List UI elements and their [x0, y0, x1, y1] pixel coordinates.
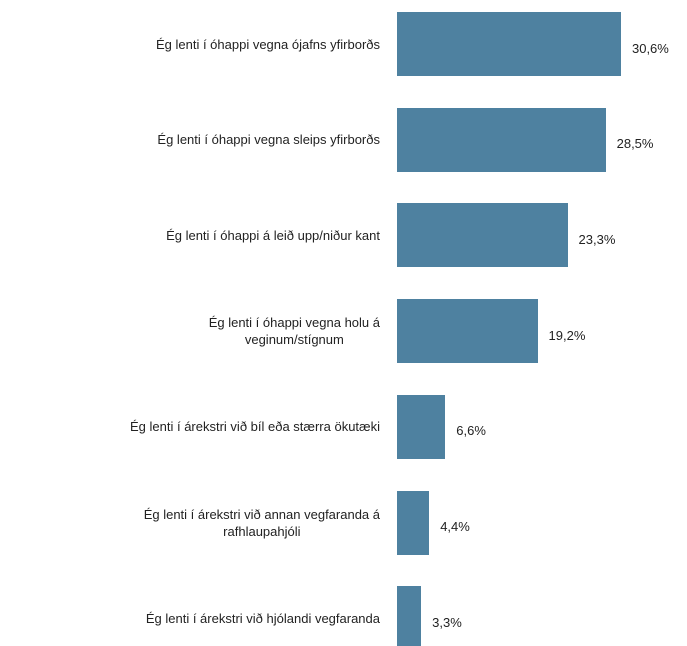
category-label: Ég lenti í árekstri við hjólandi vegfara… — [0, 586, 380, 646]
category-label: Ég lenti í óhappi vegna holu á veginum/s… — [0, 299, 380, 363]
value-label: 3,3% — [432, 614, 462, 630]
category-label: Ég lenti í árekstri við annan vegfaranda… — [0, 491, 380, 555]
bar — [397, 12, 621, 76]
category-text: Ég lenti í árekstri við bíl eða stærra ö… — [130, 419, 380, 435]
value-label: 23,3% — [578, 231, 616, 247]
value-label: 28,5% — [616, 136, 654, 152]
bar — [397, 299, 538, 364]
bar — [397, 490, 430, 555]
category-label: Ég lenti í óhappi á leið upp/niður kant — [0, 203, 380, 267]
category-text: Ég lenti í árekstri við hjólandi vegfara… — [145, 610, 380, 626]
category-text: Ég lenti í óhappi vegna sleips yfirborðs — [157, 132, 380, 148]
category-text: Ég lenti í óhappi vegna holu á veginum/s… — [208, 315, 380, 348]
bar — [397, 107, 606, 172]
value-label: 19,2% — [548, 327, 586, 343]
bar — [397, 394, 446, 459]
value-label: 6,6% — [456, 423, 486, 439]
category-label: Ég lenti í árekstri við bíl eða stærra ö… — [0, 395, 380, 459]
category-text: Ég lenti í óhappi vegna ójafns yfirborðs — [155, 36, 380, 52]
category-text: Ég lenti í árekstri við annan vegfaranda… — [143, 506, 380, 539]
value-label: 30,6% — [631, 40, 669, 56]
bar — [397, 586, 422, 646]
category-label: Ég lenti í óhappi vegna sleips yfirborðs — [0, 108, 380, 172]
category-text: Ég lenti í óhappi á leið upp/niður kant — [166, 227, 380, 243]
bar — [397, 203, 568, 268]
value-label: 4,4% — [440, 519, 470, 534]
category-label: Ég lenti í óhappi vegna ójafns yfirborðs — [0, 12, 380, 76]
